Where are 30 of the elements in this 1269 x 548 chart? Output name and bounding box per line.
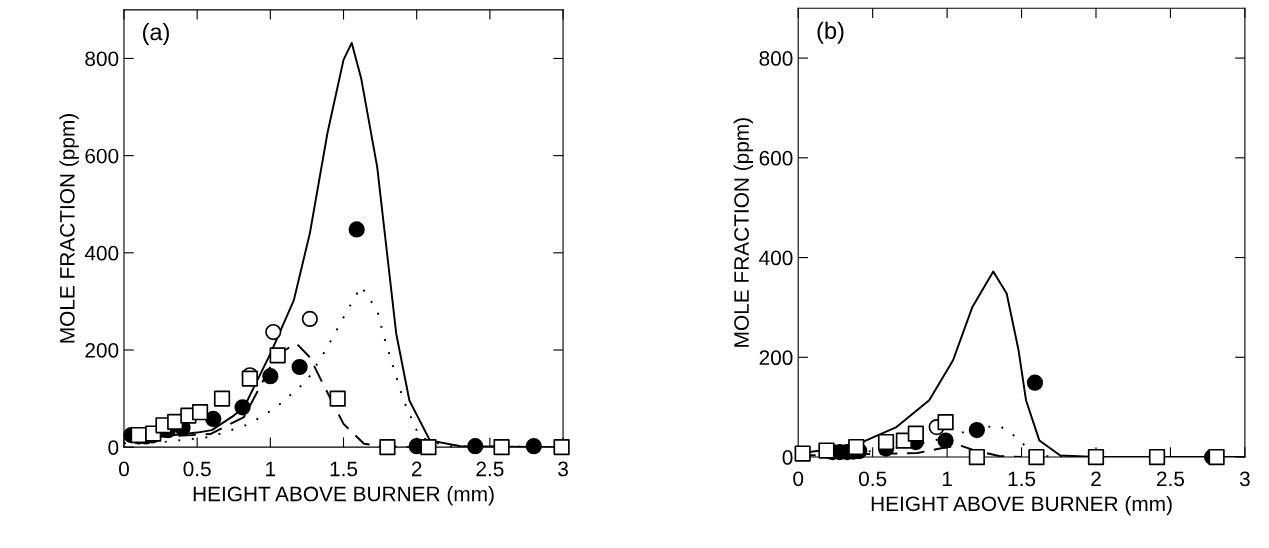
y-tick-label: 800 (85, 51, 119, 67)
text: (a) (143, 22, 169, 45)
x-tick-label: 0.5 (858, 471, 887, 487)
x-tick-label: 3 (558, 461, 568, 477)
x-tick-label: 1 (266, 461, 276, 477)
y-tick-label: 0 (108, 440, 119, 455)
y-tick-label: 200 (759, 350, 793, 366)
y-tick-label: 0 (782, 450, 793, 465)
x-tick-label: 2 (1091, 471, 1101, 487)
x-tick-label: 1.5 (330, 461, 358, 477)
y-tick-label: 400 (84, 245, 119, 261)
text: (b) (817, 21, 844, 44)
x-tick-label: 2 (411, 461, 422, 477)
x-tick-label: 0 (793, 471, 804, 487)
y-tick-label: 600 (759, 150, 793, 166)
y-tick-label: 200 (85, 342, 119, 358)
y-tick-label: 400 (759, 250, 793, 266)
x-axis-title: HEIGHT ABOVE BURNER (mm) (871, 495, 1172, 516)
y-tick-label: 600 (85, 148, 119, 164)
x-tick-label: 2.5 (476, 461, 504, 477)
y-axis-title: MOLE FRACTION (ppm) (59, 114, 79, 343)
y-axis-title: MOLE FRACTION (ppm) (733, 118, 754, 347)
x-axis-title: HEIGHT ABOVE BURNER (mm) (193, 486, 494, 506)
x-tick-label: 1 (942, 471, 952, 487)
y-tick-label: 800 (759, 51, 793, 66)
x-tick-label: 3 (1239, 471, 1250, 487)
x-tick-label: 1.5 (1008, 471, 1036, 487)
x-tick-label: 0.5 (183, 461, 211, 477)
x-tick-label: 0 (119, 461, 129, 477)
x-tick-label: 2.5 (1157, 471, 1185, 487)
